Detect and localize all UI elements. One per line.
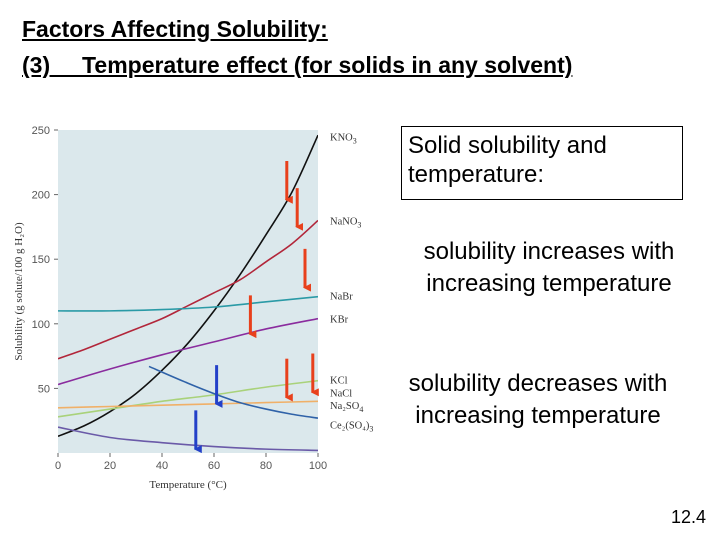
- increase-note-line2: increasing temperature: [426, 270, 672, 297]
- slide-number: 12.4: [670, 507, 706, 527]
- y-tick-label: 100: [32, 319, 50, 331]
- increase-note-line1: solubility increases with: [423, 238, 675, 265]
- decrease-note-line1: solubility decreases with: [408, 370, 668, 397]
- y-tick-label: 200: [32, 190, 50, 202]
- series-kno3-line: [58, 134, 318, 437]
- series-label: NaBr: [330, 291, 353, 302]
- series-label: KCl: [330, 375, 348, 386]
- series-label: Ce₂(SO₄)3: [330, 421, 373, 434]
- slide-title-line2: (3) Temperature effect (for solids in an…: [22, 52, 573, 78]
- series-label: KBr: [330, 315, 349, 326]
- x-tick-label: 0: [55, 460, 61, 472]
- series-ce2so43-line: [58, 426, 318, 452]
- series-nano3-line: [58, 219, 318, 360]
- slide-title-line1: Factors Affecting Solubility:: [22, 16, 328, 42]
- series-label: KNO3: [330, 132, 357, 145]
- x-tick-label: 20: [104, 460, 116, 472]
- series-kcl-line: [58, 379, 318, 418]
- solubility-chart: 50 100 150 200 250 0 20 40 60 80 100 Temperature (°…: [13, 125, 384, 491]
- y-tick-label: 150: [32, 254, 50, 266]
- x-tick-label: 40: [156, 460, 168, 472]
- x-tick-label: 80: [260, 460, 272, 472]
- x-axis-label: Temperature (°C): [149, 479, 227, 491]
- y-axis-label: Solubility (g solute/100 g H₂O): [13, 222, 25, 361]
- plot-background: [58, 130, 318, 453]
- series-label: NaCl: [330, 388, 352, 399]
- series-label: Na₂SO4: [330, 401, 363, 414]
- series-na2so4-line: [148, 365, 318, 419]
- box-text-line1: Solid solubility and: [408, 132, 607, 159]
- y-tick-label: 250: [32, 125, 50, 137]
- increase-note: solubility increases with increasing tem…: [384, 236, 714, 300]
- x-tick-label: 100: [309, 460, 327, 472]
- series-label: NaNO3: [330, 216, 361, 229]
- y-tick-label: 50: [38, 383, 50, 395]
- series-kbr-line: [58, 317, 318, 386]
- box-text-line2: temperature:: [408, 161, 545, 188]
- decrease-note-line2: increasing temperature: [415, 402, 661, 429]
- solid-solubility-box: Solid solubility and temperature:: [401, 126, 683, 200]
- label-column: [318, 130, 384, 453]
- series-nacl-line: [58, 400, 318, 409]
- decrease-note: solubility decreases with increasing tem…: [368, 368, 708, 432]
- x-tick-label: 60: [208, 460, 220, 472]
- series-nabr-line: [58, 295, 318, 312]
